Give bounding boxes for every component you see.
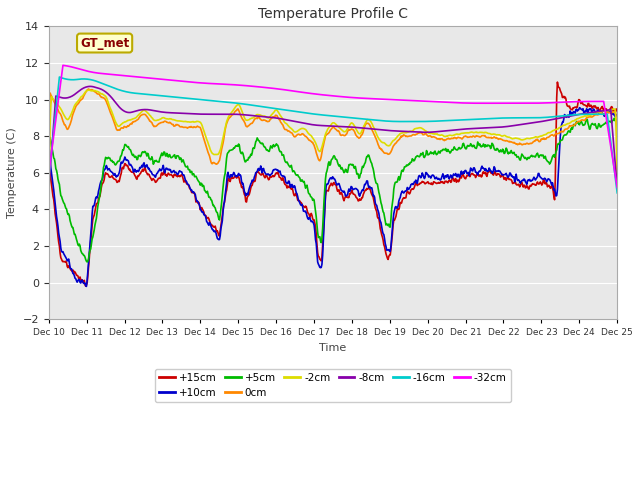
Legend: +15cm, +10cm, +5cm, 0cm, -2cm, -8cm, -16cm, -32cm: +15cm, +10cm, +5cm, 0cm, -2cm, -8cm, -16… xyxy=(155,369,511,402)
X-axis label: Time: Time xyxy=(319,343,347,353)
Title: Temperature Profile C: Temperature Profile C xyxy=(258,7,408,21)
Text: GT_met: GT_met xyxy=(80,36,129,49)
Y-axis label: Temperature (C): Temperature (C) xyxy=(7,128,17,218)
